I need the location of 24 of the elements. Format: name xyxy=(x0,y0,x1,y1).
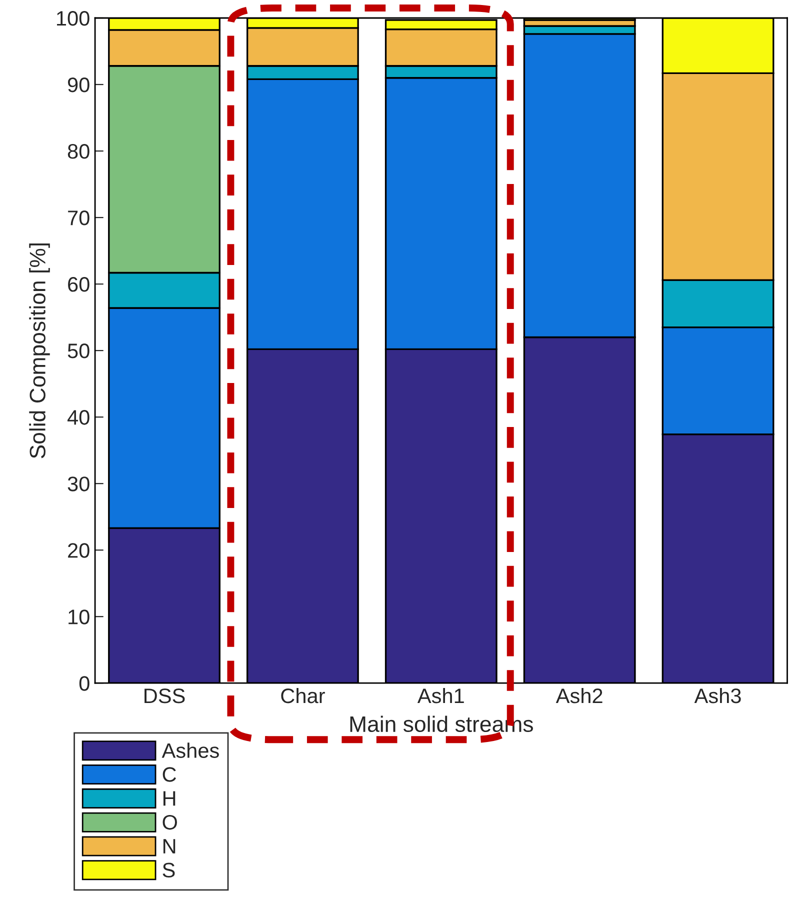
y-tick-label: 30 xyxy=(68,476,90,492)
y-tick-label: 20 xyxy=(68,543,90,558)
y-tick-label: 40 xyxy=(67,410,90,425)
y-tick-label: 70 xyxy=(68,210,90,226)
x-tick-label: Char xyxy=(281,688,325,704)
legend-label: C xyxy=(162,767,176,782)
y-tick-label: 90 xyxy=(68,78,90,92)
x-tick-label: Ash1 xyxy=(417,688,464,704)
y-tick-label: 10 xyxy=(68,610,90,624)
y-axis-title: Solid Composition [%] xyxy=(29,243,50,458)
y-tick-label: 80 xyxy=(68,144,90,159)
y-tick-label: 0 xyxy=(79,676,90,691)
y-tick-label: 60 xyxy=(68,277,90,292)
x-tick-label: DSS xyxy=(144,688,185,704)
x-tick-label: Ash2 xyxy=(556,688,602,704)
y-tick-label: 100 xyxy=(57,11,90,26)
legend-label: Ashes xyxy=(162,742,219,758)
x-axis-title: Main solid streams xyxy=(350,716,533,732)
y-tick-label: 50 xyxy=(68,344,90,358)
x-tick-label: Ash3 xyxy=(694,688,741,704)
legend-label: H xyxy=(163,791,176,806)
legend-label: O xyxy=(162,814,177,830)
legend-label: S xyxy=(162,862,175,878)
legend-label: N xyxy=(163,839,176,854)
